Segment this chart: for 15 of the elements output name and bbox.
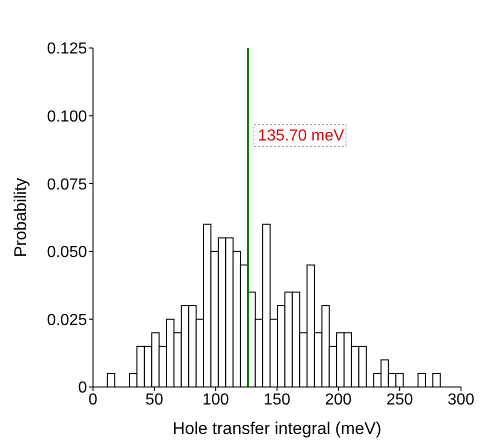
x-tick-label: 100 xyxy=(202,391,230,408)
x-tick-label: 150 xyxy=(264,391,290,408)
x-tick-label: 200 xyxy=(324,391,352,408)
y-tick-label: 0.075 xyxy=(46,176,88,194)
x-tick-label: 50 xyxy=(145,391,164,408)
y-axis-title: Probability xyxy=(11,177,30,258)
x-tick-label: 300 xyxy=(448,391,474,408)
y-tick-label: 0.125 xyxy=(46,40,88,58)
x-tick-label: 250 xyxy=(386,391,414,408)
ref-line-label: 135.70 meV xyxy=(258,128,345,145)
y-tick-label: 0 xyxy=(78,380,88,397)
y-tick-label: 0.100 xyxy=(46,108,88,126)
y-tick-label: 0.050 xyxy=(46,244,88,262)
y-tick-label: 0.025 xyxy=(46,312,88,329)
x-axis-title: Hole transfer integral (meV) xyxy=(172,419,382,438)
